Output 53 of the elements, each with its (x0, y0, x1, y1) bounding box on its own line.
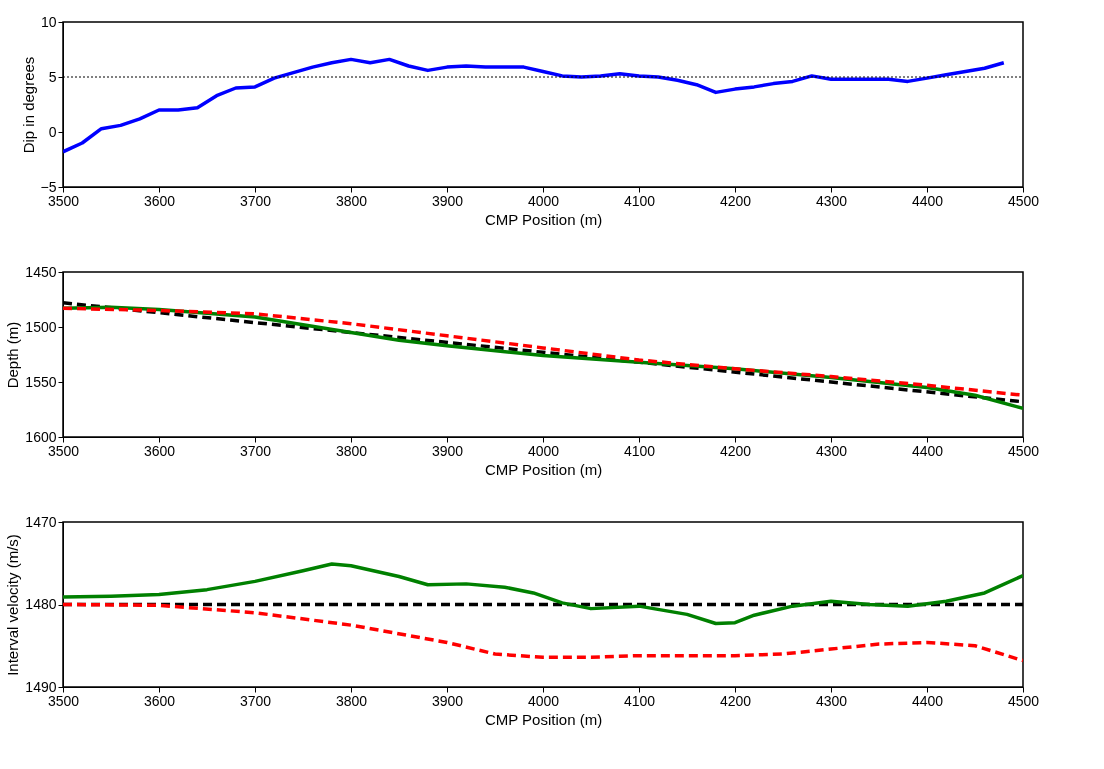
y-tick-label: 10 (40, 13, 57, 30)
x-tick-label: 4300 (815, 192, 848, 209)
y-tick-label: 1600 (25, 428, 57, 445)
x-tick-label: 3800 (335, 442, 368, 459)
x-tick-label: 3900 (431, 442, 464, 459)
line-series (63, 562, 1023, 626)
x-tick-label: 4500 (1007, 192, 1040, 209)
x-tick-label: 3700 (239, 442, 272, 459)
y-tick-label: 1480 (25, 596, 57, 612)
x-tick-label: 4300 (815, 692, 848, 709)
x-tick-label: 3600 (143, 192, 176, 209)
y-tick-label: 1470 (25, 513, 57, 530)
line-series (63, 602, 1023, 663)
x-tick-label: 4000 (527, 442, 560, 459)
x-tick-label: 4000 (527, 192, 560, 209)
x-axis-title: CMP Position (m) (484, 210, 603, 228)
x-tick-label: 3900 (431, 192, 464, 209)
x-tick-label: 4100 (623, 192, 656, 209)
x-tick-label: 3800 (335, 692, 368, 709)
x-tick-label: 3600 (143, 442, 176, 459)
x-tick-label: 3800 (335, 192, 368, 209)
y-axis-title: Depth (m) (4, 321, 22, 389)
x-tick-label: 3500 (47, 692, 80, 709)
x-axis-title: CMP Position (m) (484, 710, 603, 728)
y-tick-label: 1450 (25, 263, 57, 280)
x-tick-label: 3700 (239, 192, 272, 209)
x-tick-label: 3500 (47, 442, 80, 459)
x-tick-label: 3700 (239, 692, 272, 709)
y-tick-label: 0 (48, 123, 57, 140)
x-tick-label: 4500 (1007, 442, 1040, 459)
y-tick-label: 1550 (25, 373, 57, 390)
x-tick-label: 3500 (47, 192, 80, 209)
x-tick-label: 3600 (143, 692, 176, 709)
y-tick-label: 1500 (25, 318, 57, 335)
x-tick-label: 4400 (911, 692, 944, 709)
x-tick-label: 4300 (815, 442, 848, 459)
x-tick-label: 4100 (623, 442, 656, 459)
x-tick-label: 4200 (719, 192, 752, 209)
x-tick-label: 4200 (719, 442, 752, 459)
y-tick-label: −5 (40, 178, 57, 195)
x-tick-label: 4400 (911, 442, 944, 459)
x-tick-label: 3900 (431, 692, 464, 709)
x-tick-label: 4500 (1007, 692, 1040, 709)
line-series (63, 57, 1006, 154)
y-tick-label: 5 (48, 68, 57, 85)
x-tick-label: 4200 (719, 692, 752, 709)
x-tick-label: 4100 (623, 692, 656, 709)
y-axis-title: Dip in degrees (19, 56, 37, 154)
x-tick-label: 4000 (527, 692, 560, 709)
y-tick-label: 1490 (25, 678, 57, 695)
y-axis-title: Interval velocity (m/s) (4, 534, 22, 676)
x-tick-label: 4400 (911, 192, 944, 209)
x-axis-title: CMP Position (m) (484, 460, 603, 478)
